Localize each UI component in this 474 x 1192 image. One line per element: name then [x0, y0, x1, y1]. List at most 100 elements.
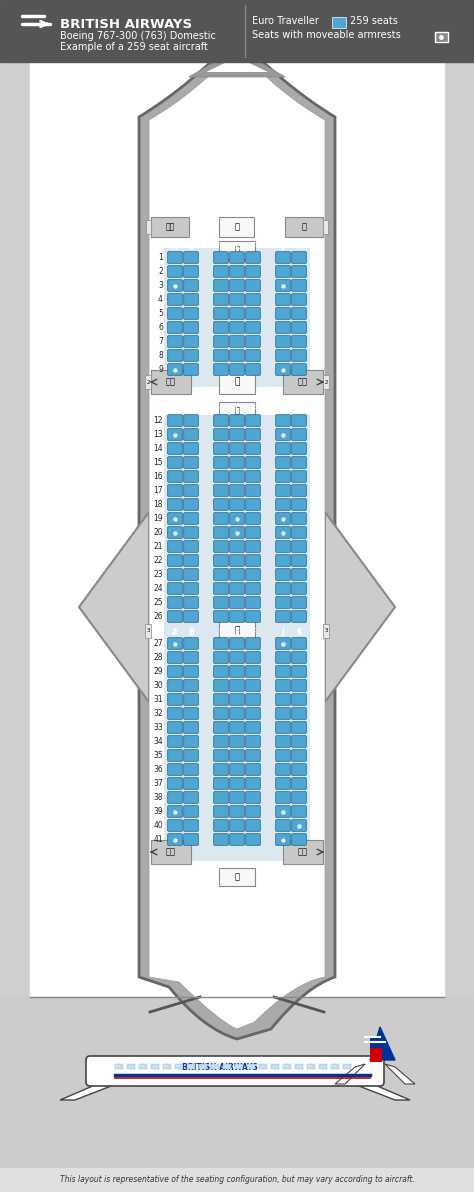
FancyBboxPatch shape: [276, 293, 290, 305]
Text: 30: 30: [153, 681, 163, 690]
FancyBboxPatch shape: [214, 569, 228, 581]
FancyBboxPatch shape: [168, 679, 182, 691]
FancyBboxPatch shape: [230, 364, 244, 375]
FancyBboxPatch shape: [246, 638, 260, 650]
Bar: [30, 62, 444, 1112]
FancyBboxPatch shape: [168, 820, 182, 831]
FancyBboxPatch shape: [214, 415, 228, 427]
FancyBboxPatch shape: [246, 806, 260, 818]
Bar: [283, 1064, 291, 1069]
Text: E: E: [234, 405, 240, 414]
FancyBboxPatch shape: [230, 721, 244, 733]
FancyBboxPatch shape: [246, 569, 260, 581]
FancyBboxPatch shape: [276, 820, 290, 831]
Bar: [163, 1064, 171, 1069]
FancyBboxPatch shape: [292, 442, 306, 454]
Text: 🚹🚺: 🚹🚺: [298, 378, 308, 386]
FancyBboxPatch shape: [184, 652, 198, 663]
Bar: [219, 241, 255, 259]
Text: D: D: [218, 628, 224, 637]
Bar: [307, 1064, 315, 1069]
FancyBboxPatch shape: [292, 679, 306, 691]
FancyBboxPatch shape: [168, 721, 182, 733]
FancyBboxPatch shape: [168, 336, 182, 347]
Text: 32: 32: [154, 709, 163, 718]
Text: B: B: [188, 242, 194, 252]
FancyBboxPatch shape: [184, 527, 198, 539]
FancyBboxPatch shape: [168, 471, 182, 483]
FancyBboxPatch shape: [276, 498, 290, 510]
FancyBboxPatch shape: [184, 777, 198, 789]
FancyBboxPatch shape: [184, 554, 198, 566]
Text: Example of a 259 seat aircraft: Example of a 259 seat aircraft: [60, 42, 208, 52]
FancyBboxPatch shape: [292, 750, 306, 762]
FancyBboxPatch shape: [230, 322, 244, 334]
Bar: [331, 1064, 339, 1069]
FancyBboxPatch shape: [246, 679, 260, 691]
Text: D: D: [218, 242, 224, 252]
Text: 36: 36: [153, 765, 163, 774]
Bar: [323, 221, 328, 234]
Bar: [247, 1064, 255, 1069]
Bar: [164, 415, 310, 638]
FancyBboxPatch shape: [246, 750, 260, 762]
FancyBboxPatch shape: [292, 791, 306, 803]
FancyBboxPatch shape: [230, 791, 244, 803]
Bar: [0, 997, 474, 1192]
FancyBboxPatch shape: [292, 597, 306, 608]
FancyBboxPatch shape: [246, 349, 260, 361]
FancyBboxPatch shape: [214, 336, 228, 347]
Bar: [164, 248, 310, 387]
FancyBboxPatch shape: [246, 735, 260, 747]
Text: 33: 33: [153, 724, 163, 732]
FancyBboxPatch shape: [230, 280, 244, 291]
Text: 40: 40: [153, 821, 163, 830]
Text: E: E: [234, 242, 240, 252]
Text: A: A: [172, 405, 178, 414]
FancyBboxPatch shape: [246, 541, 260, 552]
FancyBboxPatch shape: [246, 610, 260, 622]
PathPatch shape: [149, 46, 325, 1029]
FancyBboxPatch shape: [230, 638, 244, 650]
FancyBboxPatch shape: [214, 280, 228, 291]
FancyBboxPatch shape: [230, 735, 244, 747]
FancyBboxPatch shape: [246, 820, 260, 831]
Bar: [283, 370, 323, 395]
FancyBboxPatch shape: [214, 252, 228, 263]
Bar: [199, 1064, 207, 1069]
FancyBboxPatch shape: [276, 442, 290, 454]
Bar: [139, 1064, 147, 1069]
Text: 18: 18: [154, 499, 163, 509]
Text: Boeing 767-300 (763) Domestic: Boeing 767-300 (763) Domestic: [60, 31, 216, 41]
FancyBboxPatch shape: [214, 293, 228, 305]
Text: This layout is representative of the seating configuration, but may vary accordi: This layout is representative of the sea…: [60, 1175, 414, 1185]
FancyBboxPatch shape: [168, 252, 182, 263]
FancyBboxPatch shape: [168, 442, 182, 454]
FancyBboxPatch shape: [184, 708, 198, 719]
FancyBboxPatch shape: [184, 694, 198, 706]
Text: 🍷: 🍷: [235, 246, 239, 255]
FancyBboxPatch shape: [184, 349, 198, 361]
FancyBboxPatch shape: [184, 252, 198, 263]
FancyBboxPatch shape: [168, 652, 182, 663]
FancyBboxPatch shape: [214, 750, 228, 762]
Bar: [323, 623, 329, 638]
Text: 3: 3: [146, 628, 150, 633]
FancyBboxPatch shape: [168, 554, 182, 566]
Text: 🍷: 🍷: [235, 873, 239, 882]
FancyBboxPatch shape: [276, 583, 290, 595]
Text: 15: 15: [154, 458, 163, 467]
Polygon shape: [310, 1067, 410, 1100]
FancyBboxPatch shape: [214, 349, 228, 361]
Text: 27: 27: [154, 639, 163, 648]
Bar: [145, 623, 151, 638]
FancyBboxPatch shape: [230, 415, 244, 427]
FancyBboxPatch shape: [168, 322, 182, 334]
FancyBboxPatch shape: [168, 791, 182, 803]
FancyBboxPatch shape: [292, 308, 306, 319]
FancyBboxPatch shape: [292, 266, 306, 278]
FancyBboxPatch shape: [184, 485, 198, 496]
Bar: [370, 1048, 382, 1062]
Text: 41: 41: [154, 836, 163, 844]
FancyBboxPatch shape: [292, 527, 306, 539]
